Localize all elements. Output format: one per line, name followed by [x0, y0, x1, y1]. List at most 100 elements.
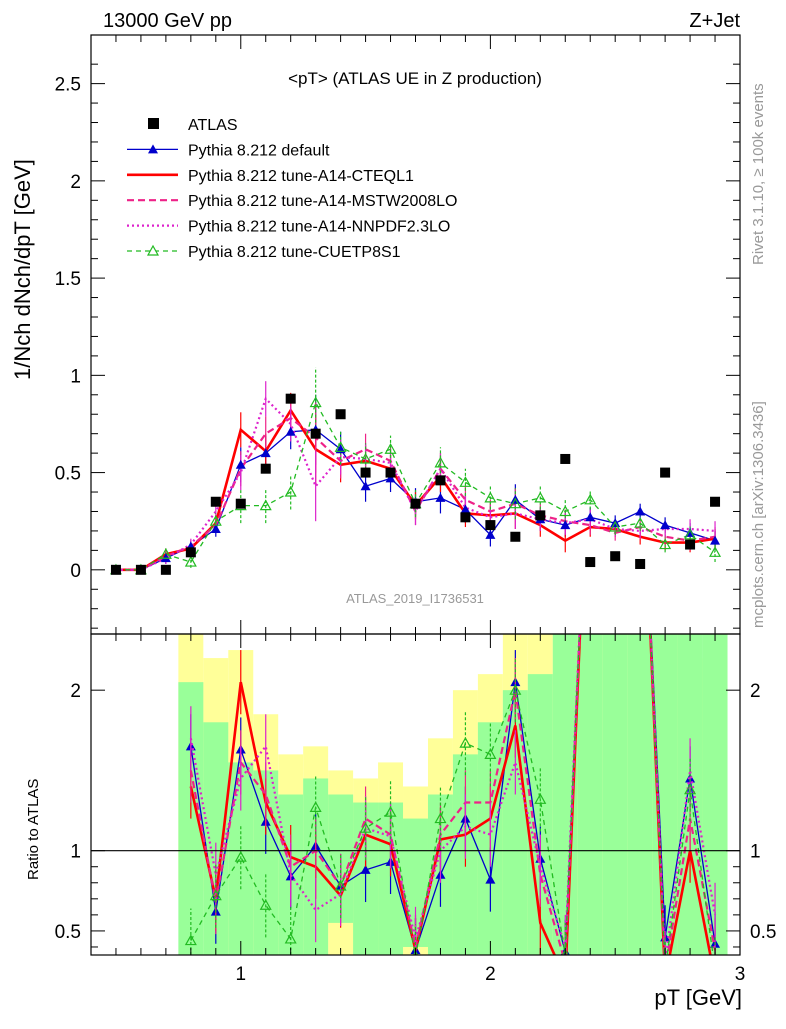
cuetp8s1-marker	[334, 441, 347, 452]
default-marker	[360, 481, 371, 491]
atlas-data-point	[685, 539, 696, 550]
atlas-data-point	[510, 531, 521, 542]
ratio-cuetp8s1-marker	[359, 821, 372, 833]
atlas-data-point	[310, 428, 321, 439]
atlas-data-point	[285, 393, 296, 404]
atlas-data-point	[710, 496, 721, 507]
legend-label-a14-nnpdf: Pythia 8.212 tune-A14-NNPDF2.3LO	[188, 219, 450, 236]
atlas-data-point	[335, 409, 346, 420]
ratio-line-a14-mstw	[189, 634, 717, 955]
ratio-cuetp8s1-marker	[459, 736, 472, 748]
atlas-data-point	[160, 564, 171, 575]
collider-label: 13000 GeV pp	[103, 10, 232, 32]
ratio-cuetp8s1-marker	[184, 934, 197, 946]
atlas-data-point	[660, 467, 671, 478]
ratio-default-marker	[360, 864, 371, 874]
cuetp8s1-marker	[184, 555, 197, 567]
ratio-cuetp8s1-marker	[484, 748, 497, 759]
default-marker	[285, 426, 296, 436]
legend-marker-cuetp8s1	[146, 244, 160, 256]
atlas-data-point	[585, 557, 596, 568]
y-tick-label: 2.5	[55, 75, 81, 96]
ratio-cuetp8s1-marker	[284, 932, 297, 944]
ratio-line-default	[190, 634, 716, 953]
atlas-data-point	[385, 467, 396, 478]
x-tick-label: 3	[735, 964, 746, 985]
cuetp8s1-marker	[659, 538, 672, 550]
series-line-a14-nnpdf	[115, 396, 716, 571]
y-tick-label: 1.5	[55, 269, 81, 290]
y-tick-label: 0	[70, 561, 81, 582]
x-tick-label: 2	[485, 964, 496, 985]
legend-marker-atlas	[148, 118, 159, 129]
legend-label-a14-cteql1: Pythia 8.212 tune-A14-CTEQL1	[188, 168, 414, 185]
y-tick-label: 1	[70, 366, 81, 387]
plot-title: <pT> (ATLAS UE in Z production)	[288, 69, 542, 88]
ratio-cuetp8s1-marker	[334, 879, 347, 891]
ratio-default-marker	[485, 874, 496, 884]
cuetp8s1-marker	[159, 548, 172, 559]
analysis-id: ATLAS_2019_I1736531	[346, 591, 484, 606]
atlas-data-point	[410, 498, 421, 509]
cuetp8s1-marker	[634, 516, 647, 528]
atlas-data-point	[110, 564, 121, 575]
default-marker	[585, 512, 596, 522]
cuetp8s1-marker	[309, 396, 322, 408]
process-label: Z+Jet	[689, 10, 740, 32]
atlas-data-point	[435, 475, 446, 486]
band-green-segment	[602, 634, 628, 955]
atlas-data-point	[135, 564, 146, 575]
ratio-tick-label: 2	[70, 681, 81, 702]
atlas-data-point	[260, 463, 271, 474]
cuetp8s1-marker	[584, 493, 597, 505]
atlas-data-point	[635, 558, 646, 569]
ratio-cuetp8s1-marker	[710, 964, 720, 973]
ratio-axis-label: Ratio to ATLAS	[25, 779, 42, 880]
ratio-cuetp8s1-marker	[660, 964, 670, 973]
ratio-tick-label: 0.5	[55, 922, 81, 943]
cuetp8s1-marker	[209, 514, 222, 526]
ratio-cuetp8s1-marker	[234, 850, 247, 862]
atlas-data-point	[185, 547, 196, 558]
default-marker	[660, 520, 671, 530]
legend-label-cuetp8s1: Pythia 8.212 tune-CUETP8S1	[188, 244, 401, 261]
ratio-cuetp8s1-marker	[209, 889, 222, 901]
cuetp8s1-marker	[534, 491, 547, 503]
default-marker	[435, 492, 446, 502]
atlas-data-point	[210, 496, 221, 507]
cuetp8s1-marker	[434, 456, 447, 468]
ratio-tick-label: 1	[70, 842, 81, 863]
atlas-data-point	[360, 467, 371, 478]
ratio-cuetp8s1-marker	[534, 793, 547, 804]
band-green-segment	[577, 634, 603, 955]
default-marker	[210, 523, 221, 533]
default-marker	[635, 506, 646, 516]
atlas-data-point	[610, 551, 621, 562]
series-line-cuetp8s1	[115, 400, 716, 571]
cuetp8s1-marker	[484, 491, 497, 503]
atlas-data-point	[485, 520, 496, 531]
default-marker	[485, 529, 496, 539]
y-axis-label: 1/Nch dNch/dpT [GeV]	[10, 159, 35, 380]
legend-marker-default	[148, 144, 158, 154]
y-tick-label: 2	[70, 172, 81, 193]
x-tick-label: 1	[235, 964, 246, 985]
default-marker	[235, 459, 246, 469]
default-marker	[710, 535, 721, 545]
cuetp8s1-marker	[559, 505, 572, 517]
cuetp8s1-marker	[259, 499, 272, 511]
legend-label-atlas: ATLAS	[188, 117, 238, 134]
atlas-data-point	[535, 510, 546, 521]
default-marker	[160, 553, 171, 563]
ratio-cuetp8s1-marker	[684, 783, 697, 795]
cuetp8s1-marker	[384, 443, 397, 454]
cuetp8s1-marker	[684, 528, 697, 540]
legend-label-a14-mstw: Pythia 8.212 tune-A14-MSTW2008LO	[188, 193, 457, 210]
y-tick-label: 0.5	[55, 464, 81, 485]
ratio-tick-label-right: 2	[750, 681, 761, 702]
ratio-line-cuetp8s1	[190, 634, 714, 955]
x-axis-label: pT [GeV]	[654, 985, 742, 1010]
default-marker	[460, 504, 471, 514]
cuetp8s1-marker	[284, 485, 297, 497]
